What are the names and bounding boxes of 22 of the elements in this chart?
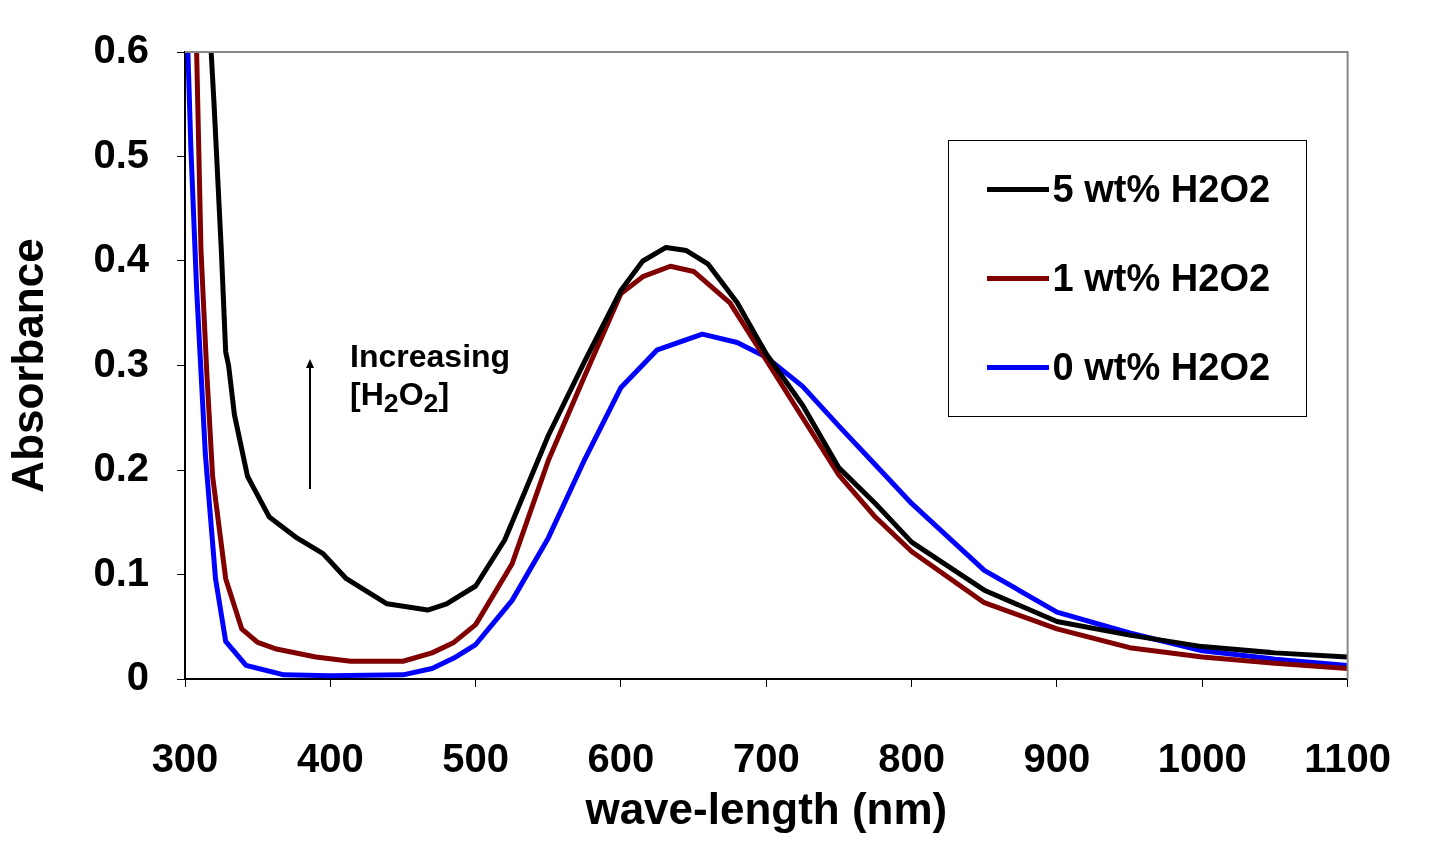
y-tick-label: 0.3	[93, 340, 149, 385]
y-tick-label: 0.5	[93, 131, 149, 176]
x-tick-label: 300	[151, 736, 219, 781]
y-axis-title: Absorbance	[2, 238, 52, 493]
x-tick-label: 900	[1023, 736, 1091, 781]
x-tick-label: 1000	[1157, 736, 1247, 781]
y-tick-label: 0	[126, 654, 149, 699]
x-axis-title: wave-length (nm)	[584, 783, 948, 833]
annotation: Increasing [H$_{2}$O$_{2}$]	[350, 337, 512, 421]
legend-label: 1 wt% H2O2	[1052, 257, 1271, 300]
y-tick-label: 0.1	[93, 549, 149, 594]
x-tick-label: 500	[442, 736, 510, 781]
legend-label: 5 wt% H2O2	[1052, 168, 1271, 211]
x-tick-label: 700	[732, 736, 800, 781]
x-tick-label: 800	[878, 736, 946, 781]
x-tick-label: 1100	[1304, 736, 1391, 781]
y-tick-label: 0.2	[93, 445, 149, 490]
x-tick-label: 400	[296, 736, 364, 781]
x-tick-label: 600	[587, 736, 655, 781]
y-tick-label: 0.6	[93, 27, 149, 72]
y-tick-label: 0.4	[93, 236, 150, 281]
legend-label: 0 wt% H2O2	[1052, 346, 1271, 389]
